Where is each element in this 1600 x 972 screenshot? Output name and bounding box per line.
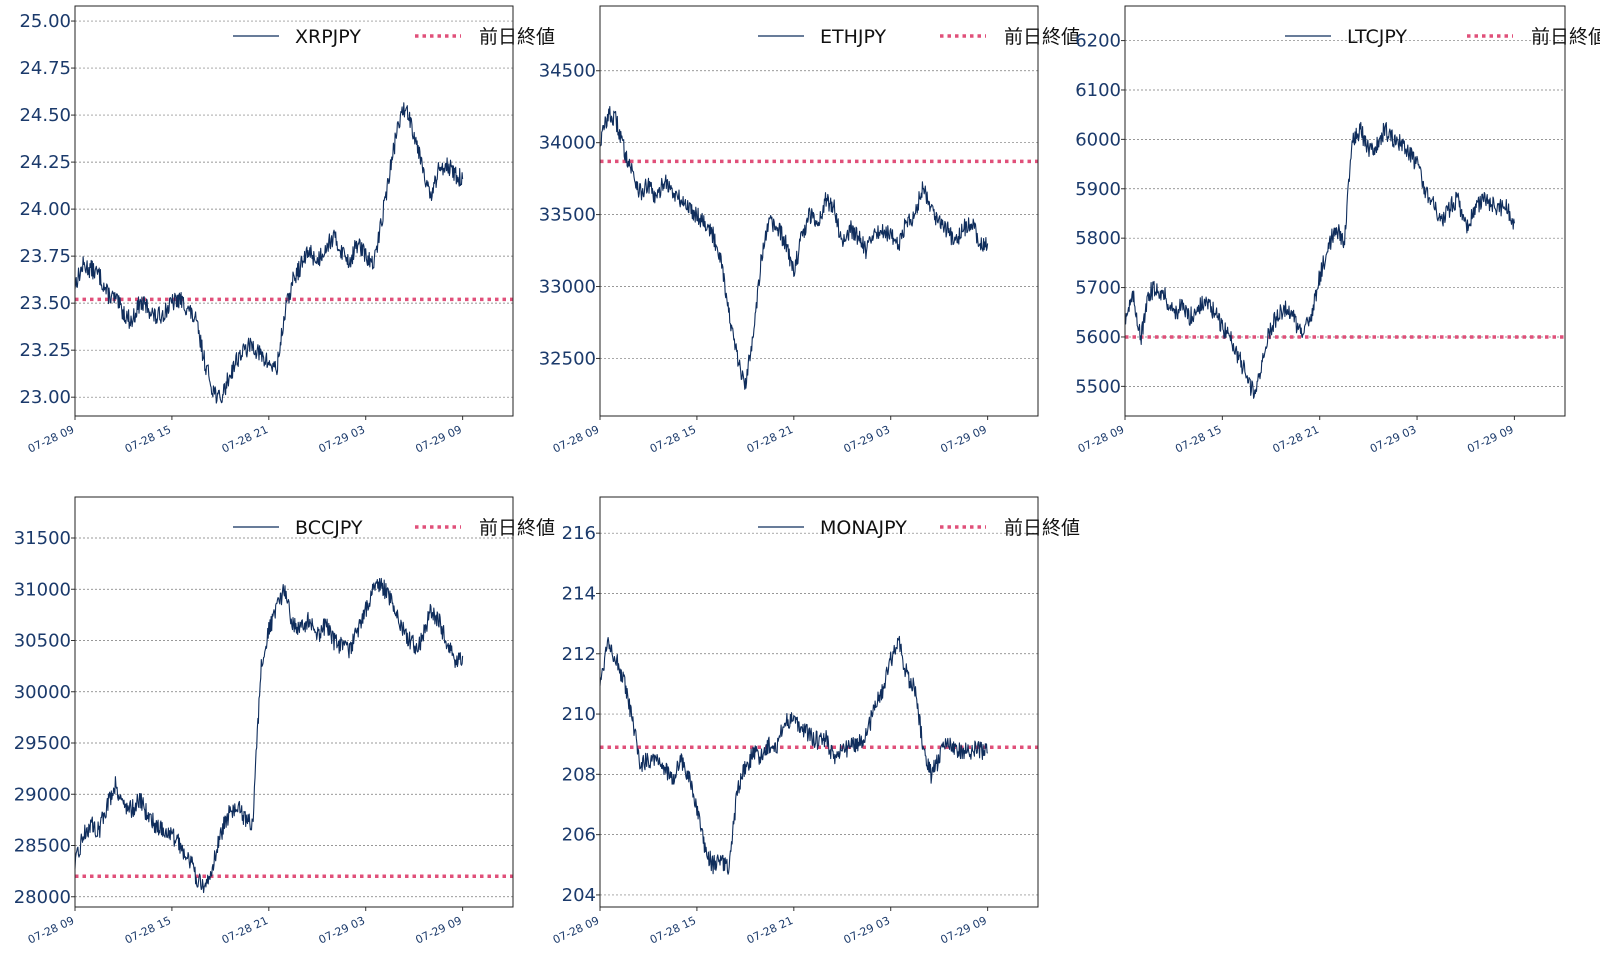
- x-tick-label: 07-29 09: [939, 423, 989, 456]
- y-tick-label: 23.50: [19, 293, 71, 314]
- x-tick-label: 07-29 03: [842, 423, 892, 456]
- y-tick-label: 34000: [539, 133, 596, 154]
- legend-reference-label: 前日終値: [1004, 26, 1080, 48]
- x-tick-label: 07-28 21: [1271, 423, 1321, 456]
- y-tick-label: 6200: [1075, 31, 1121, 52]
- x-tick-label: 07-29 03: [1368, 423, 1418, 456]
- y-tick-label: 28000: [14, 887, 71, 908]
- plot-frame: [599, 496, 1039, 908]
- x-tick-label: 07-28 09: [26, 423, 76, 456]
- legend-series-label: MONAJPY: [820, 517, 907, 539]
- x-tick-label: 07-29 09: [414, 423, 464, 456]
- legend-reference-label: 前日終値: [1531, 26, 1600, 48]
- plot-frame: [599, 5, 1039, 417]
- x-tick-label: 07-29 03: [842, 914, 892, 947]
- y-tick-label: 30000: [14, 682, 71, 703]
- x-tick-label: 07-29 09: [414, 914, 464, 947]
- price-series-line: [1124, 121, 1515, 399]
- x-tick-label: 07-29 03: [317, 914, 367, 947]
- chart-3: 5500 5600 5700 5800 5900 6000 6100 6200 07-28 09…: [1075, 5, 1600, 456]
- x-tick-label: 07-28 09: [1076, 423, 1126, 456]
- x-tick-label: 07-28 21: [745, 914, 795, 947]
- x-tick-label: 07-28 09: [26, 914, 76, 947]
- price-series-line: [599, 105, 989, 390]
- x-tick-label: 07-28 15: [648, 914, 698, 947]
- price-series-line: [599, 635, 989, 875]
- y-tick-label: 34500: [539, 61, 596, 82]
- y-tick-label: 5700: [1075, 278, 1121, 299]
- plot-frame: [74, 5, 514, 417]
- legend-reference-label: 前日終値: [479, 517, 555, 539]
- legend-series-label: ETHJPY: [820, 26, 887, 48]
- x-tick-label: 07-28 15: [648, 423, 698, 456]
- y-tick-label: 208: [562, 764, 596, 785]
- y-tick-label: 24.75: [19, 58, 71, 79]
- x-tick-label: 07-28 21: [220, 423, 270, 456]
- y-tick-label: 204: [562, 885, 596, 906]
- chart-5: 204 206 208 210 212 214 216 07-28 09 07-28 15 07-…: [551, 496, 1080, 947]
- legend-series-label: XRPJPY: [295, 26, 361, 48]
- y-tick-label: 5600: [1075, 327, 1121, 348]
- price-series-line: [74, 577, 464, 894]
- y-tick-label: 5800: [1075, 228, 1121, 249]
- chart-2: 32500 33000 33500 34000 34500 07-28 09 07-28 1…: [539, 5, 1080, 456]
- x-tick-label: 07-29 09: [939, 914, 989, 947]
- y-tick-label: 23.75: [19, 246, 71, 267]
- y-tick-label: 6000: [1075, 129, 1121, 150]
- price-series-line: [74, 102, 464, 404]
- x-tick-label: 07-28 15: [123, 423, 173, 456]
- legend-reference-label: 前日終値: [1004, 517, 1080, 539]
- y-tick-label: 29500: [14, 733, 71, 754]
- y-tick-label: 5900: [1075, 179, 1121, 200]
- y-tick-label: 29000: [14, 784, 71, 805]
- y-tick-label: 216: [562, 523, 596, 544]
- y-tick-label: 206: [562, 825, 596, 846]
- y-tick-label: 24.25: [19, 152, 71, 173]
- y-tick-label: 212: [562, 644, 596, 665]
- y-tick-label: 23.00: [19, 387, 71, 408]
- y-tick-label: 31500: [14, 528, 71, 549]
- x-tick-label: 07-29 09: [1465, 423, 1515, 456]
- x-tick-label: 07-28 21: [220, 914, 270, 947]
- legend-series-label: BCCJPY: [295, 517, 363, 539]
- y-tick-label: 31000: [14, 579, 71, 600]
- y-tick-label: 28500: [14, 836, 71, 857]
- plot-frame: [74, 496, 514, 908]
- x-tick-label: 07-28 15: [1173, 423, 1223, 456]
- y-tick-label: 33500: [539, 205, 596, 226]
- chart-1: 23.00 23.25 23.50 23.75 24.00 24.25 24.50 24.75…: [19, 5, 555, 456]
- legend-series-label: LTCJPY: [1347, 26, 1407, 48]
- chart-4: 28000 28500 29000 29500 30000 30500 31000 31500…: [14, 496, 555, 947]
- y-tick-label: 33000: [539, 277, 596, 298]
- y-tick-label: 23.25: [19, 340, 71, 361]
- y-tick-label: 6100: [1075, 80, 1121, 101]
- y-tick-label: 25.00: [19, 11, 71, 32]
- x-tick-label: 07-28 21: [745, 423, 795, 456]
- x-tick-label: 07-28 09: [551, 423, 601, 456]
- plot-frame: [1124, 5, 1566, 417]
- x-tick-label: 07-28 09: [551, 914, 601, 947]
- y-tick-label: 210: [562, 704, 596, 725]
- y-tick-label: 24.50: [19, 105, 71, 126]
- x-tick-label: 07-28 15: [123, 914, 173, 947]
- y-tick-label: 24.00: [19, 199, 71, 220]
- y-tick-label: 5500: [1075, 376, 1121, 397]
- y-tick-label: 214: [562, 583, 596, 604]
- y-tick-label: 30500: [14, 631, 71, 652]
- x-tick-label: 07-29 03: [317, 423, 367, 456]
- y-tick-label: 32500: [539, 348, 596, 369]
- legend-reference-label: 前日終値: [479, 26, 555, 48]
